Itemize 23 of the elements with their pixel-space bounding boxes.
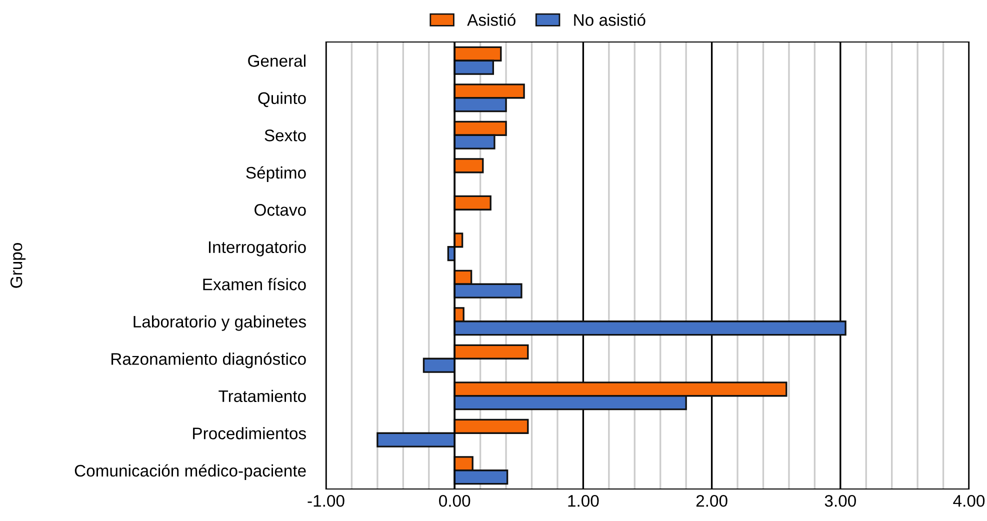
y-tick-label: Tratamiento [218,390,306,402]
y-tick-label: Sexto [264,130,306,142]
x-tick-label: 4.00 [953,494,985,507]
y-tick-label: Laboratorio y gabinetes [134,315,306,331]
x-tick-label: 2.00 [696,494,728,507]
y-axis-title: Grupo [10,243,26,288]
y-tick-label: Séptimo [246,166,306,182]
y-tick-label: General [248,54,306,67]
y-tick-label: Quinto [258,92,306,108]
legend-label: No asistió [574,13,646,26]
y-tick-label: Razonamiento diagnóstico [112,352,306,368]
x-tick-label: -1.00 [308,494,344,507]
bar [454,158,484,174]
bar [454,195,492,210]
x-tick-label: 1.00 [568,494,599,507]
y-tick-label: Examen físico [203,278,306,290]
y-tick-label: Comunicación médico-paciente [74,464,306,480]
legend-label: Asistió [467,13,516,26]
x-tick-label: 3.00 [824,494,856,507]
y-tick-label: Procedimientos [193,427,306,440]
x-tick-label: 0.00 [439,494,470,507]
y-tick-label: Interrogatorio [208,240,306,256]
y-tick-label: Octavo [254,204,306,216]
